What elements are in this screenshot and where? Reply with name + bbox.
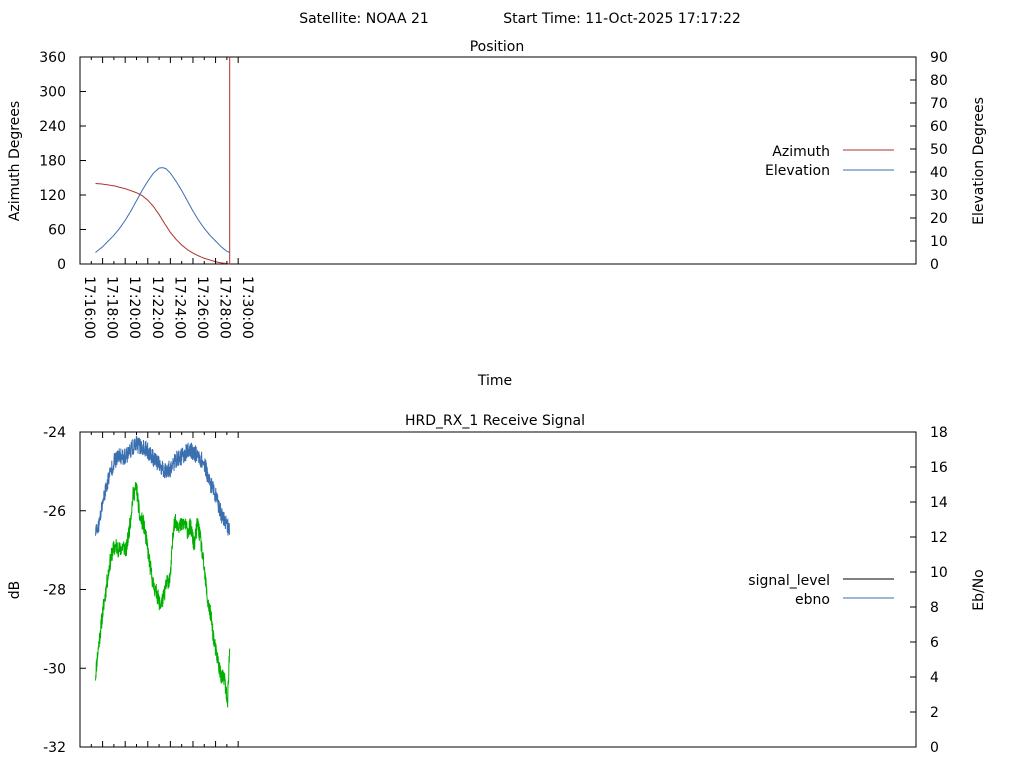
position-chart: Position 17:16:00 17:18:00 17:20:00 17:22:0…: [7, 39, 987, 389]
position-x-tick-label: 17:16:00: [81, 276, 97, 339]
signal-chart: HRD_RX_1 Receive Signal -32 -30 -28 -26 -24 0…: [7, 413, 987, 756]
position-ticks-layer: 17:16:00 17:18:00 17:20:00 17:22:00 17:24:00…: [39, 50, 948, 339]
position-y-tick-label: 0: [57, 257, 66, 273]
position-y-tick-label: 180: [39, 154, 66, 170]
signal-y2-tick-label: 18: [930, 425, 948, 441]
signal-ebno-line: [95, 435, 231, 536]
signal-series-layer: [95, 435, 231, 708]
position-x-tick-label: 17:30:00: [239, 276, 255, 339]
position-y2-tick-label: 80: [930, 73, 948, 89]
signal-y2-tick-label: 4: [930, 670, 939, 686]
signal-legend: signal_level ebno: [748, 573, 894, 608]
position-y-tick-label: 240: [39, 119, 66, 135]
position-y2-tick-label: 20: [930, 211, 948, 227]
position-y2-tick-label: 40: [930, 165, 948, 181]
start-time-label: Start Time: 11-Oct-2025 17:17:22: [503, 11, 741, 27]
signal-y2-tick-label: 14: [930, 495, 948, 511]
position-x-tick-label: 17:18:00: [104, 276, 120, 339]
position-elevation-line: [95, 167, 230, 253]
signal-y-tick-label: -32: [43, 740, 66, 756]
position-y2-tick-label: 0: [930, 257, 939, 273]
elevation-axis-label: Elevation Degrees: [971, 97, 987, 225]
position-x-tick-label: 17:20:00: [126, 276, 142, 339]
position-y-tick-label: 360: [39, 50, 66, 66]
signal-y-tick-label: -26: [43, 504, 66, 520]
signal-y-tick-label: -24: [43, 425, 66, 441]
position-x-tick-label: 17:24:00: [171, 276, 187, 339]
time-axis-label: Time: [477, 373, 512, 389]
signal-y2-tick-label: 10: [930, 565, 948, 581]
legend-signal-level-label: signal_level: [748, 573, 830, 589]
position-chart-title: Position: [470, 39, 525, 55]
position-y2-tick-label: 70: [930, 96, 948, 112]
position-azimuth-line: [95, 57, 231, 265]
position-y-tick-label: 300: [39, 85, 66, 101]
signal-y2-tick-label: 12: [930, 530, 948, 546]
position-y2-tick-label: 50: [930, 142, 948, 158]
satellite-label: Satellite: NOAA 21: [299, 11, 429, 27]
position-y2-tick-label: 10: [930, 234, 948, 250]
position-legend: Azimuth Elevation: [765, 144, 894, 179]
azimuth-axis-label: Azimuth Degrees: [7, 101, 23, 221]
signal-y2-tick-label: 8: [930, 600, 939, 616]
signal-chart-title: HRD_RX_1 Receive Signal: [405, 413, 585, 429]
legend-azimuth-label: Azimuth: [772, 144, 830, 160]
position-y2-tick-label: 60: [930, 119, 948, 135]
signal-y2-tick-label: 6: [930, 635, 939, 651]
signal-y-tick-label: -30: [43, 661, 66, 677]
legend-elevation-label: Elevation: [765, 163, 830, 179]
signal-y-tick-label: -28: [43, 583, 66, 599]
signal-y2-tick-label: 16: [930, 460, 948, 476]
position-y-tick-label: 60: [48, 223, 66, 239]
signal-y2-tick-label: 2: [930, 705, 939, 721]
db-axis-label: dB: [7, 581, 23, 600]
position-x-tick-label: 17:26:00: [194, 276, 210, 339]
signal-signal-level-line: [95, 482, 231, 708]
signal-y2-tick-label: 0: [930, 740, 939, 756]
position-y2-tick-label: 30: [930, 188, 948, 204]
signal-ticks-layer: -32 -30 -28 -26 -24 0 2 4 6 8 10 12 14 16 18: [43, 425, 948, 756]
position-y2-tick-label: 90: [930, 50, 948, 66]
ebno-axis-label: Eb/No: [971, 569, 987, 611]
legend-ebno-label: ebno: [795, 592, 830, 608]
position-x-tick-label: 17:22:00: [149, 276, 165, 339]
position-y-tick-label: 120: [39, 188, 66, 204]
position-x-tick-label: 17:28:00: [217, 276, 233, 339]
position-series-layer: [95, 57, 231, 265]
